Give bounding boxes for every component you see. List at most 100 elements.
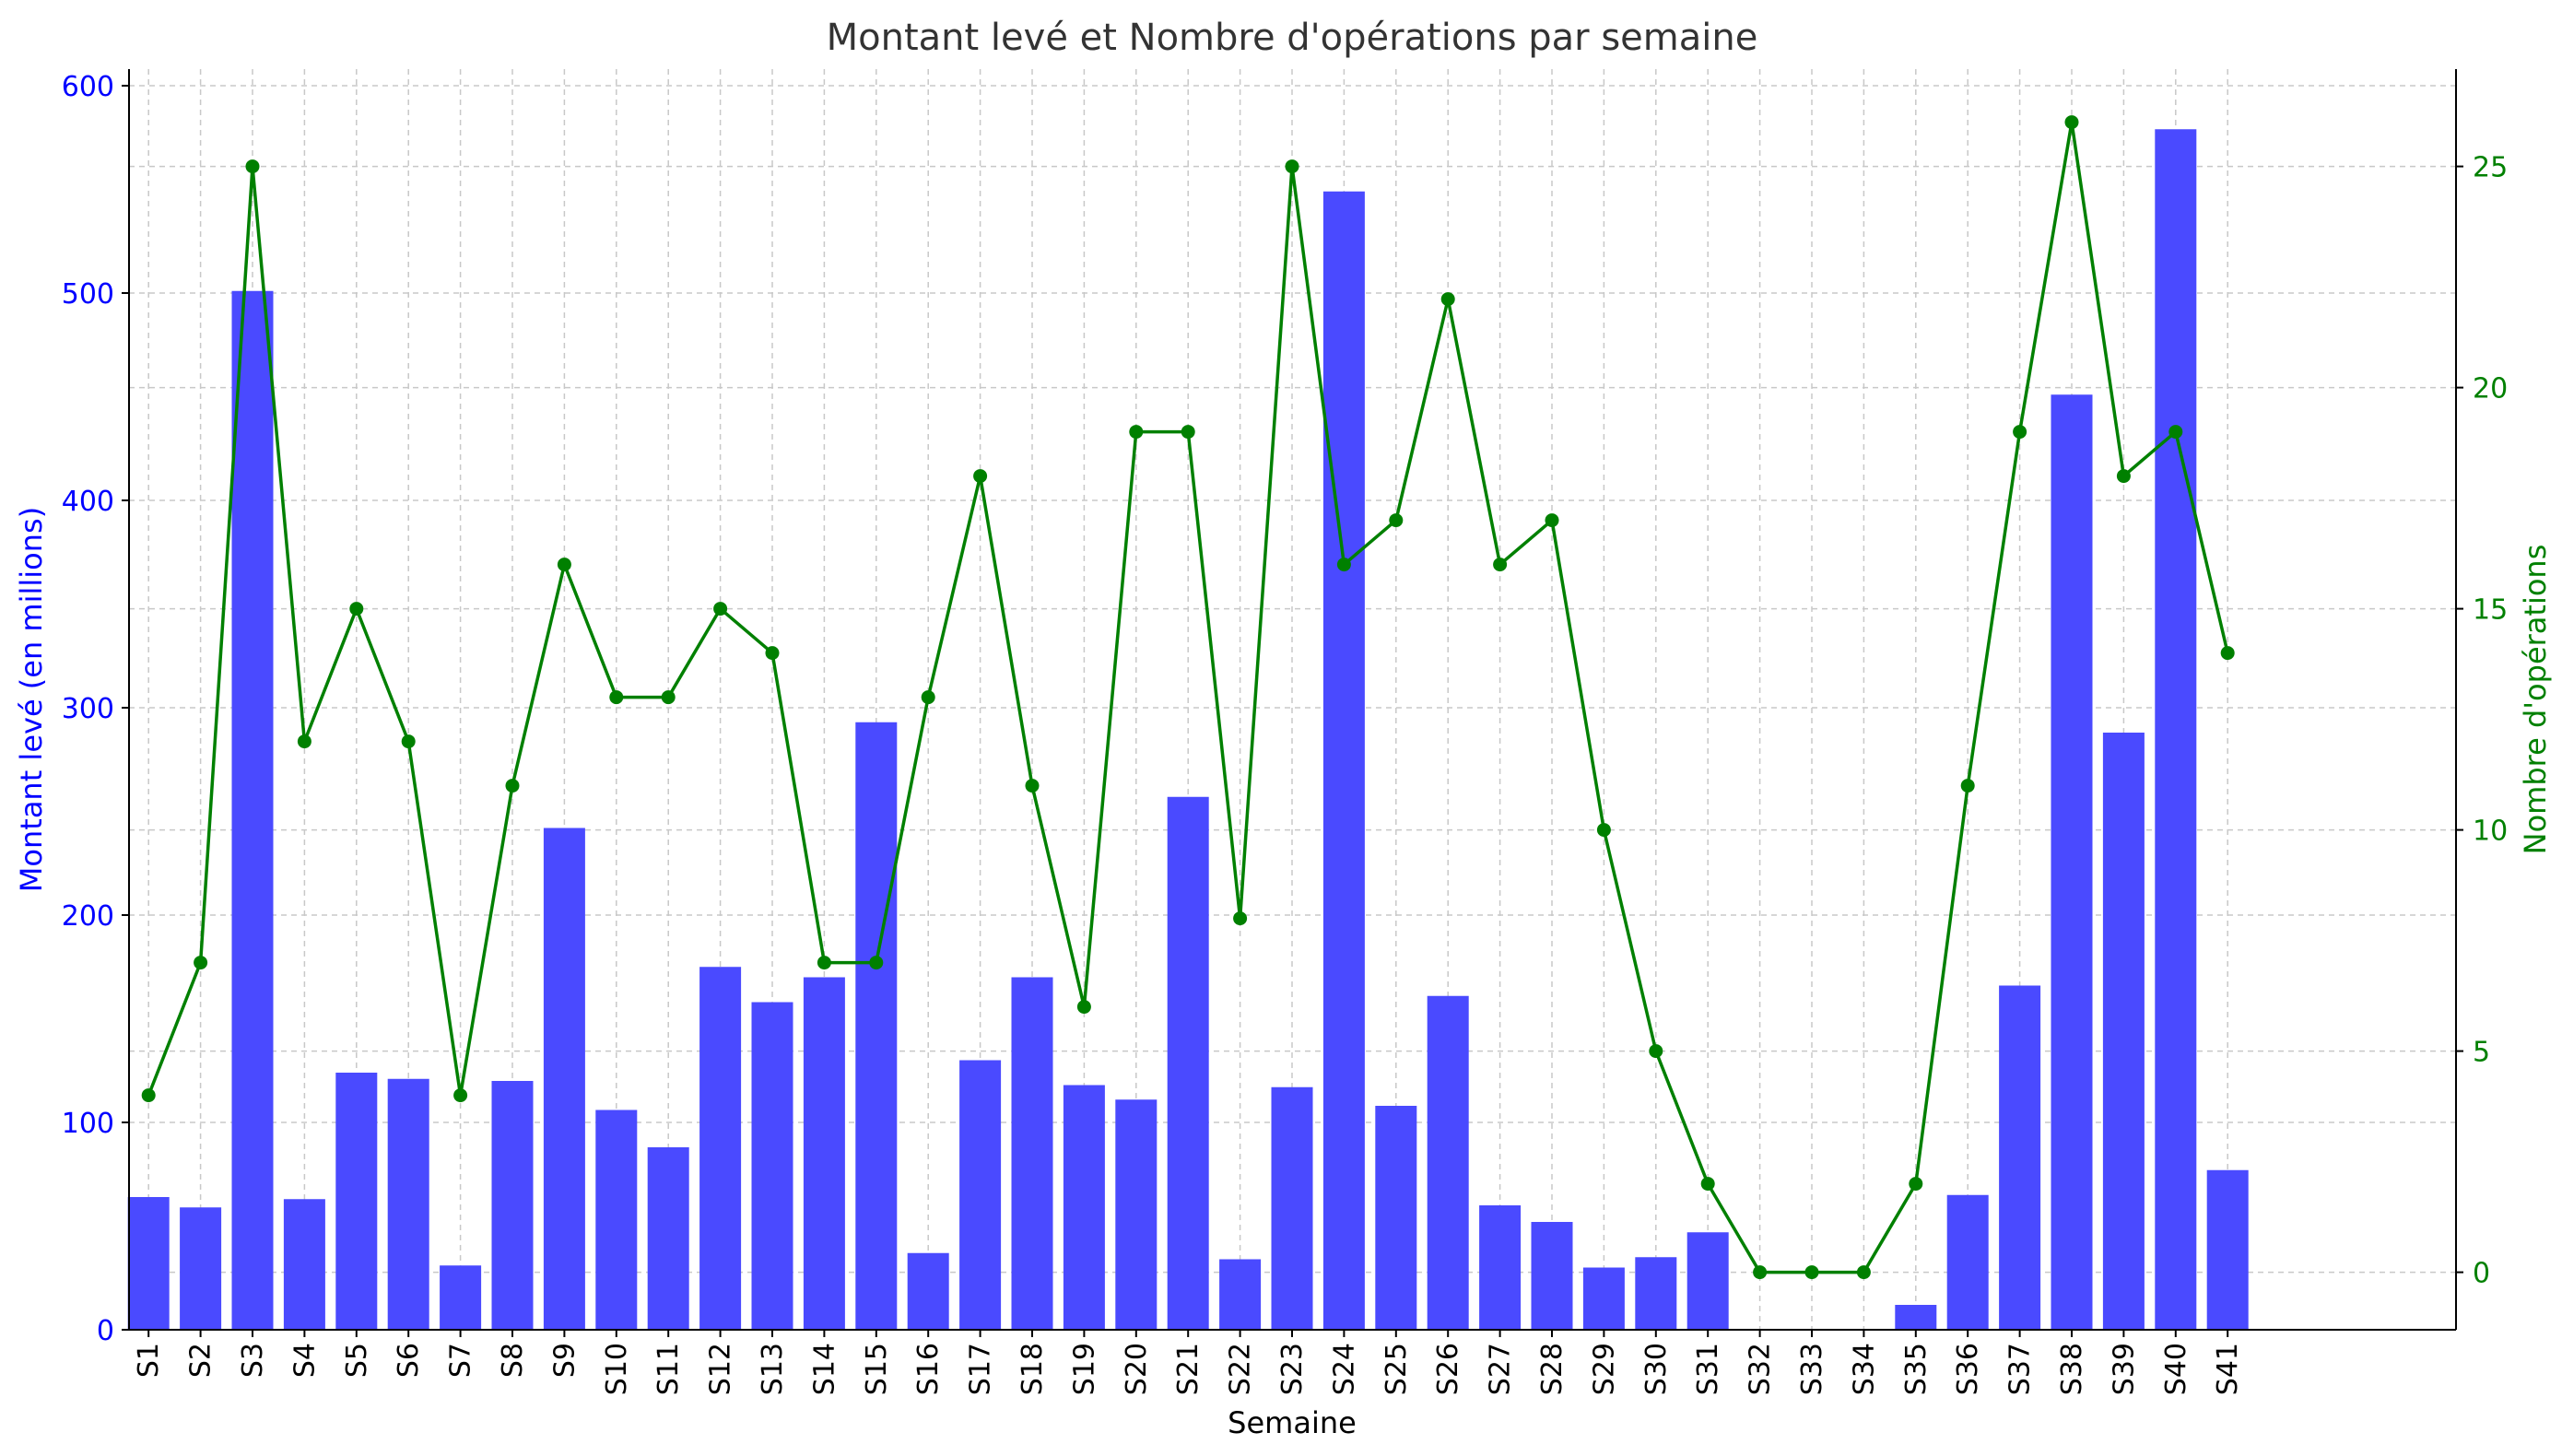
- line-point-S29: [1596, 823, 1611, 838]
- left-y-tick-labels: 0 100 200 300 400 500 600: [62, 71, 114, 1347]
- line-point-S6: [401, 734, 416, 749]
- left-y-tick-label: 200: [62, 900, 114, 933]
- bar-S11: [647, 1147, 689, 1330]
- line-point-S33: [1804, 1265, 1819, 1280]
- left-y-tick-label: 300: [62, 693, 114, 725]
- x-tick-label: S38: [2056, 1343, 2088, 1395]
- bar-S22: [1219, 1259, 1262, 1330]
- bar-S17: [959, 1060, 1002, 1330]
- bar-S40: [2155, 129, 2197, 1330]
- bar-S19: [1063, 1085, 1105, 1330]
- x-tick-label: S24: [1328, 1343, 1360, 1395]
- bar-S35: [1895, 1305, 1937, 1330]
- line-point-S40: [2168, 425, 2183, 440]
- line-point-S25: [1389, 513, 1404, 528]
- bar-S25: [1375, 1106, 1417, 1330]
- line-point-S2: [194, 956, 208, 970]
- line-point-S35: [1909, 1177, 1923, 1192]
- x-tick-label: S26: [1432, 1343, 1464, 1395]
- left-y-tick-label: 500: [62, 278, 114, 311]
- bar-series: [127, 129, 2249, 1330]
- chart-title: Montant levé et Nombre d'opérations par …: [827, 17, 1758, 59]
- line-point-S28: [1545, 513, 1559, 528]
- x-tick-label: S2: [185, 1343, 217, 1378]
- bar-S4: [283, 1199, 325, 1330]
- bar-S7: [440, 1265, 482, 1330]
- left-y-axis-label: Montant levé (en millions): [14, 507, 49, 892]
- line-point-S7: [453, 1088, 468, 1103]
- right-y-tick-label: 25: [2473, 152, 2508, 184]
- bar-S37: [1999, 985, 2041, 1330]
- line-point-S36: [1960, 779, 1975, 793]
- x-tick-label: S8: [497, 1343, 529, 1378]
- line-point-S15: [869, 956, 884, 970]
- bar-S8: [491, 1081, 534, 1330]
- line-point-S3: [245, 159, 260, 174]
- bar-S18: [1011, 977, 1053, 1330]
- bar-S14: [803, 977, 845, 1330]
- bar-S15: [855, 722, 898, 1330]
- x-tick-label: S21: [1172, 1343, 1205, 1395]
- line-point-S8: [505, 779, 520, 793]
- bar-S10: [595, 1110, 638, 1330]
- left-y-tick-label: 0: [97, 1315, 114, 1347]
- bar-S21: [1167, 796, 1209, 1330]
- right-y-axis-label: Nombre d'opérations: [2518, 545, 2553, 855]
- x-tick-label: S11: [652, 1343, 685, 1395]
- bar-S30: [1635, 1257, 1677, 1330]
- x-tick-label: S31: [1692, 1343, 1724, 1395]
- line-point-S20: [1129, 425, 1144, 440]
- left-y-tick-label: 600: [62, 71, 114, 103]
- line-point-S34: [1856, 1265, 1871, 1280]
- x-tick-label: S13: [757, 1343, 789, 1395]
- line-point-S18: [1025, 779, 1040, 793]
- bar-S6: [387, 1078, 429, 1330]
- x-tick-label: S37: [2004, 1343, 2037, 1395]
- bar-S2: [180, 1207, 222, 1330]
- line-point-S38: [2064, 115, 2079, 130]
- x-tick-label: S40: [2160, 1343, 2192, 1395]
- axes: [122, 69, 2463, 1337]
- x-tick-label: S3: [237, 1343, 269, 1378]
- line-point-S10: [609, 690, 624, 705]
- line-point-S14: [817, 956, 831, 970]
- x-tick-label: S35: [1900, 1343, 1933, 1395]
- x-tick-label: S19: [1068, 1343, 1100, 1395]
- right-y-tick-label: 20: [2473, 373, 2508, 405]
- x-tick-label: S16: [912, 1343, 945, 1395]
- line-point-S17: [973, 469, 988, 484]
- bar-S3: [231, 290, 274, 1330]
- bar-S39: [2102, 733, 2145, 1330]
- line-point-S23: [1285, 159, 1299, 174]
- x-tick-label: S34: [1848, 1343, 1880, 1395]
- line-point-S12: [713, 602, 728, 616]
- x-tick-label: S1: [133, 1343, 165, 1378]
- x-tick-label: S7: [445, 1343, 477, 1378]
- bar-S9: [543, 828, 585, 1330]
- line-point-S11: [661, 690, 676, 705]
- line-point-S27: [1493, 558, 1508, 572]
- x-tick-label: S23: [1276, 1343, 1309, 1395]
- line-point-S21: [1181, 425, 1195, 440]
- x-tick-label: S5: [341, 1343, 373, 1378]
- bar-S23: [1271, 1086, 1313, 1330]
- right-y-tick-label: 10: [2473, 816, 2508, 848]
- bar-S24: [1322, 191, 1365, 1330]
- line-point-S24: [1336, 558, 1351, 572]
- x-tick-label: S6: [393, 1343, 425, 1378]
- line-series: [141, 115, 2235, 1280]
- bar-S36: [1946, 1194, 1989, 1330]
- x-axis-label: Semaine: [1228, 1405, 1357, 1440]
- x-tick-label: S10: [601, 1343, 633, 1395]
- right-y-tick-label: 15: [2473, 594, 2508, 627]
- bar-S26: [1427, 995, 1469, 1330]
- line-point-S31: [1700, 1177, 1715, 1192]
- bar-S16: [907, 1252, 949, 1330]
- bar-S29: [1582, 1267, 1625, 1330]
- bar-S5: [335, 1073, 378, 1330]
- x-tick-label: S25: [1381, 1343, 1413, 1395]
- bar-S20: [1115, 1099, 1158, 1330]
- x-tick-label: S12: [705, 1343, 737, 1395]
- bar-S31: [1686, 1232, 1729, 1330]
- line-point-S19: [1076, 1000, 1091, 1015]
